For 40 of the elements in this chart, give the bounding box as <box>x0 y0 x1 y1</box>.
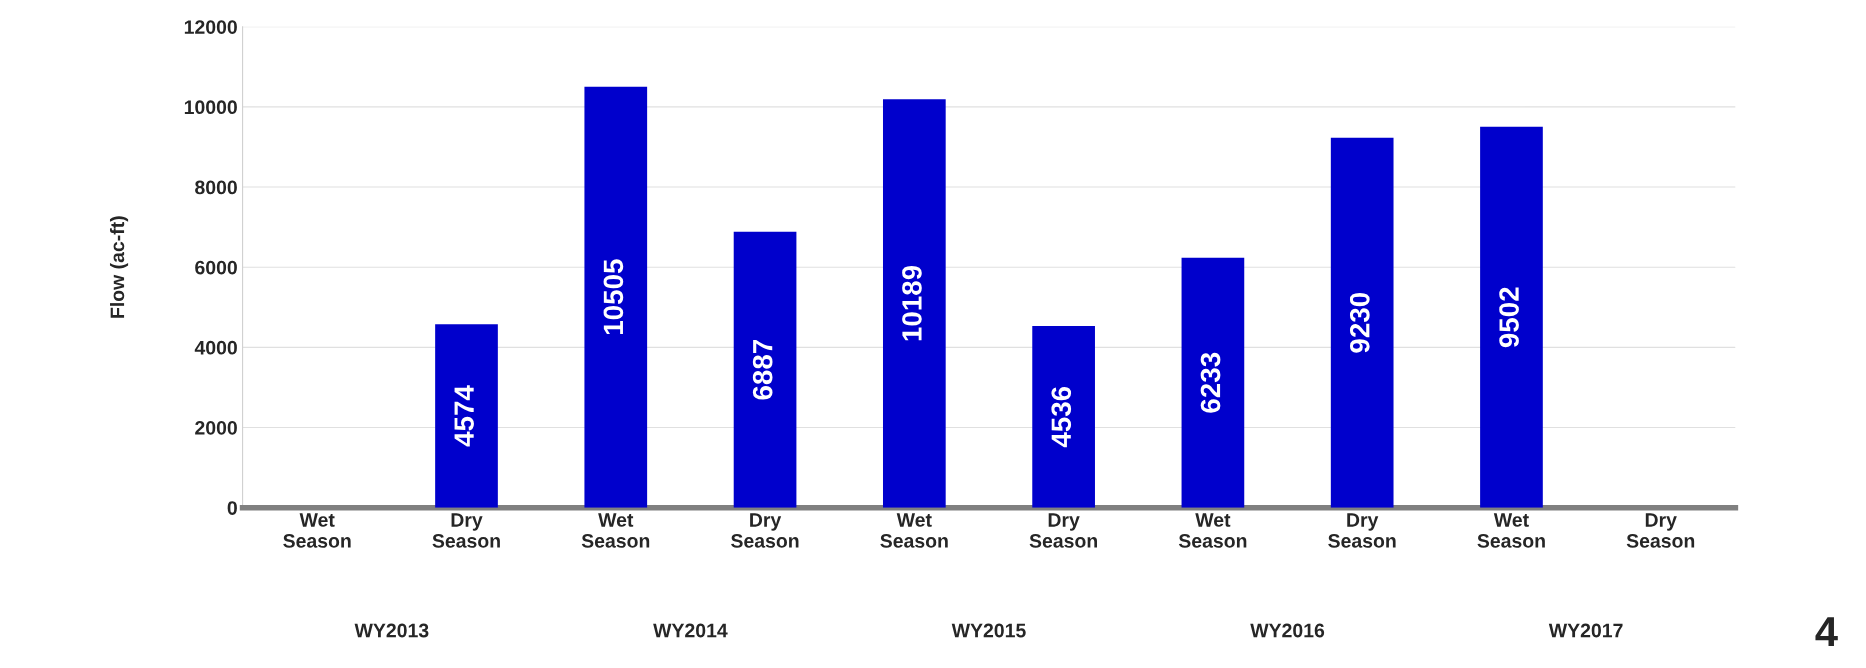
text: WY2013 <box>354 623 429 638</box>
x-tick-label: Dry Season <box>1328 513 1396 548</box>
bar <box>733 231 797 508</box>
data-label: 10189 <box>902 265 922 341</box>
x-tick-label: Wet Season <box>581 513 650 548</box>
x-tick-label: Dry Season <box>1626 513 1695 548</box>
y-tick-label: 2000 <box>195 420 237 435</box>
text: WY2017 <box>1548 623 1623 638</box>
bar <box>584 86 648 508</box>
x-tick-label: Dry Season <box>432 513 500 548</box>
y-axis-title: Flow (ac-ft) <box>109 216 129 318</box>
bar <box>1330 137 1394 508</box>
y-tick-label: 4000 <box>194 340 237 355</box>
bar <box>1032 325 1095 508</box>
y-tick-label: 12000 <box>184 20 237 34</box>
data-label: 4536 <box>1051 386 1072 448</box>
text: WY2016 <box>1250 623 1325 638</box>
bar <box>1480 126 1543 508</box>
x-tick-label: Wet Season <box>283 513 351 548</box>
text: WY2015 <box>951 623 1026 638</box>
data-label: 9230 <box>1349 292 1370 353</box>
text: 4 <box>1815 617 1838 646</box>
data-label: 6233 <box>1200 352 1221 413</box>
x-tick-label: Wet Season <box>1477 513 1545 548</box>
bar <box>435 324 498 508</box>
x-tick-label: Wet Season <box>880 513 948 548</box>
data-label: 10505 <box>603 259 624 335</box>
y-tick-label: 8000 <box>195 180 237 195</box>
bar <box>1181 257 1245 508</box>
y-tick-label: 10000 <box>184 100 237 115</box>
data-label: 4574 <box>454 385 474 447</box>
data-label: 6887 <box>752 339 773 400</box>
x-tick-label: Dry Season <box>731 513 799 548</box>
x-tick-label: Wet Season <box>1178 513 1247 548</box>
y-tick-label: 0 <box>227 501 237 515</box>
text: WY2014 <box>653 623 728 638</box>
data-label: 9502 <box>1499 287 1519 348</box>
x-tick-label: Dry Season <box>1029 513 1097 548</box>
y-tick-label: 6000 <box>195 260 237 275</box>
bar <box>882 99 946 508</box>
